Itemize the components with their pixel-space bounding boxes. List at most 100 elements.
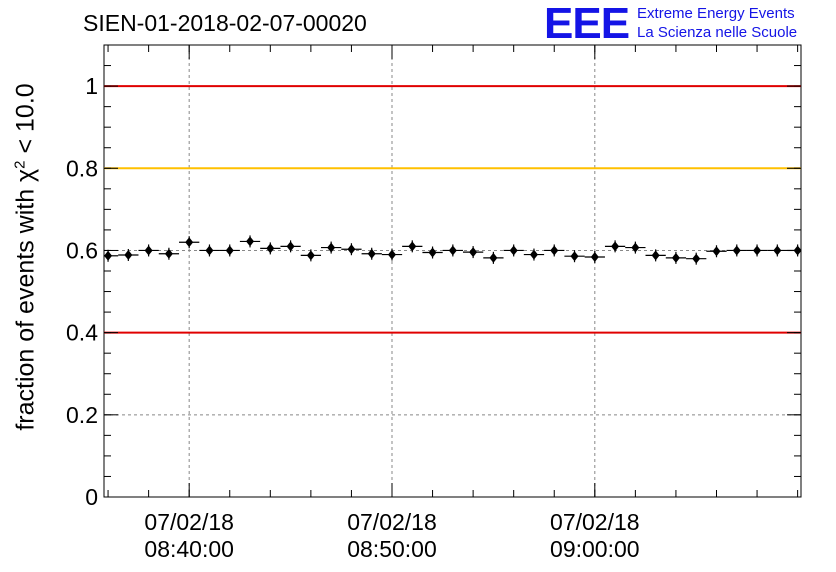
- point-marker: [225, 245, 234, 256]
- x-tick-date: 07/02/18: [144, 509, 234, 535]
- point-marker: [529, 249, 538, 260]
- point-marker: [570, 251, 579, 262]
- data-point: [104, 249, 119, 262]
- x-tick-label: 07/02/18 09:00:00: [515, 509, 675, 563]
- point-marker: [793, 245, 802, 256]
- data-point: [442, 244, 463, 257]
- data-points: [104, 235, 802, 265]
- point-marker: [732, 245, 741, 256]
- plot-frame: [103, 44, 802, 498]
- data-point: [726, 244, 747, 257]
- y-axis-label-sup: 2: [11, 160, 29, 169]
- data-point: [321, 241, 342, 254]
- data-point: [544, 244, 565, 257]
- data-point: [402, 240, 423, 253]
- data-point: [746, 244, 768, 257]
- data-point: [645, 249, 666, 262]
- data-point: [523, 248, 545, 261]
- data-point: [503, 244, 524, 257]
- point-marker: [428, 247, 437, 258]
- point-marker: [205, 245, 214, 256]
- point-marker: [773, 245, 782, 256]
- point-marker: [367, 248, 376, 259]
- point-marker: [347, 244, 356, 255]
- point-marker: [590, 252, 599, 263]
- y-tick-label: 1: [85, 73, 98, 99]
- data-point: [138, 244, 159, 257]
- eee-logo: EEE Extreme Energy Events La Scienza nel…: [544, 2, 797, 46]
- x-tick-time: 08:50:00: [347, 536, 437, 562]
- data-point: [381, 248, 403, 261]
- data-point: [179, 236, 200, 249]
- point-marker: [489, 252, 498, 263]
- point-marker: [448, 245, 457, 256]
- logo-mark: EEE: [544, 0, 630, 48]
- logo-line-2: La Scienza nelle Scuole: [637, 24, 798, 41]
- data-point: [584, 251, 605, 264]
- reference-lines: [104, 85, 801, 334]
- data-point: [361, 247, 382, 260]
- point-marker: [185, 237, 194, 248]
- y-tick-labels: 0 0.2 0.4 0.6 0.8 1: [66, 73, 98, 510]
- data-point: [300, 249, 322, 262]
- point-marker: [469, 247, 478, 258]
- point-marker: [164, 248, 173, 259]
- point-marker: [692, 253, 701, 264]
- point-marker: [387, 249, 396, 260]
- data-point: [239, 235, 261, 248]
- data-point: [260, 242, 281, 255]
- y-tick-label: 0.4: [66, 320, 98, 346]
- data-point: [341, 243, 362, 256]
- y-axis-label-prefix: fraction of events with: [11, 181, 40, 431]
- data-point: [604, 240, 626, 253]
- data-point: [767, 244, 788, 257]
- data-point: [422, 246, 443, 259]
- y-tick-label: 0.2: [66, 402, 98, 428]
- axis-ticks: [104, 44, 801, 498]
- point-marker: [753, 245, 762, 256]
- x-tick-date: 07/02/18: [550, 509, 640, 535]
- point-marker: [286, 241, 295, 252]
- data-point: [280, 240, 301, 253]
- data-point: [787, 244, 802, 257]
- chart-title: SIEN-01-2018-02-07-00020: [83, 10, 367, 36]
- point-marker: [631, 242, 640, 253]
- x-tick-label: 07/02/18 08:50:00: [312, 509, 472, 563]
- point-marker: [104, 250, 113, 261]
- data-point: [686, 252, 707, 265]
- data-point: [706, 245, 727, 258]
- point-marker: [408, 241, 417, 252]
- point-marker: [712, 246, 721, 257]
- data-point: [483, 251, 504, 264]
- x-tick-date: 07/02/18: [347, 509, 437, 535]
- y-tick-label: 0.8: [66, 155, 98, 181]
- point-marker: [550, 245, 559, 256]
- data-point: [158, 247, 180, 260]
- point-marker: [611, 241, 620, 252]
- point-marker: [651, 250, 660, 261]
- point-marker: [327, 242, 336, 253]
- y-axis-label-symbol: χ: [11, 168, 40, 182]
- point-marker: [144, 245, 153, 256]
- point-marker: [306, 250, 315, 261]
- data-point: [625, 241, 646, 254]
- y-axis-label-suffix: < 10.0: [11, 83, 40, 161]
- y-tick-label: 0.6: [66, 237, 98, 263]
- data-point: [462, 246, 484, 259]
- point-marker: [124, 249, 133, 260]
- data-point: [665, 251, 687, 264]
- point-marker: [509, 245, 518, 256]
- x-tick-time: 09:00:00: [550, 536, 640, 562]
- data-point: [118, 248, 139, 261]
- data-point: [199, 244, 220, 257]
- data-point: [564, 250, 585, 263]
- logo-text: Extreme Energy Events La Scienza nelle S…: [637, 4, 797, 42]
- grid: [104, 45, 801, 497]
- data-point: [219, 244, 240, 257]
- point-marker: [671, 252, 680, 263]
- point-marker: [266, 243, 275, 254]
- x-tick-label: 07/02/18 08:40:00: [109, 509, 269, 563]
- logo-line-1: Extreme Energy Events: [637, 5, 795, 22]
- y-axis-label: fraction of events with χ2 < 10.0: [11, 83, 40, 430]
